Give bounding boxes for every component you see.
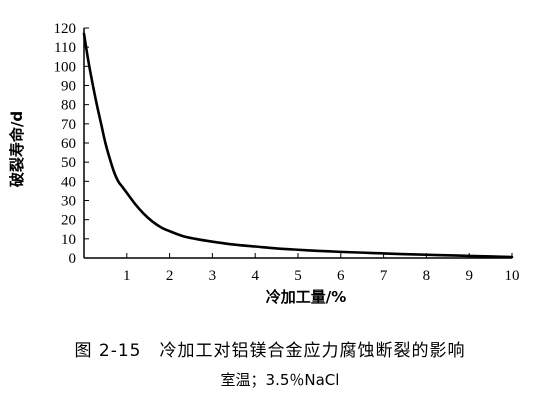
y-tick-label: 110 xyxy=(54,40,76,56)
x-tick-label: 5 xyxy=(294,268,302,284)
x-tick-label: 1 xyxy=(123,268,131,284)
y-tick-label: 50 xyxy=(61,155,76,171)
series-line xyxy=(82,32,514,259)
x-axis-title: 冷加工量/% xyxy=(266,288,347,306)
y-tick-label: 60 xyxy=(61,136,76,152)
y-axis-title: 破裂寿命/d xyxy=(8,111,26,187)
x-tick-label: 9 xyxy=(465,268,473,284)
x-axis-ticks: 1 2 3 4 5 6 7 8 9 10 xyxy=(123,253,520,284)
y-tick-label: 40 xyxy=(61,174,76,190)
x-tick-label: 6 xyxy=(337,268,345,284)
figure-caption: 图 2-15 冷加工对铝镁合金应力腐蚀断裂的影响 xyxy=(74,341,466,361)
y-tick-label: 0 xyxy=(69,251,77,267)
x-tick-label: 2 xyxy=(166,268,174,284)
y-tick-label: 90 xyxy=(61,79,76,95)
y-tick-label: 100 xyxy=(54,59,77,75)
x-tick-label: 3 xyxy=(209,268,217,284)
chart: 0 10 20 30 40 50 60 70 80 90 100 110 120 1 2 3 4 5 6 7 8 9 10… xyxy=(8,21,520,306)
y-axis-ticks: 0 10 20 30 40 50 60 70 80 90 100 110 120 xyxy=(54,21,89,267)
y-tick-label: 70 xyxy=(61,117,76,133)
figure-condition: 室温；3.5％NaCl xyxy=(220,371,340,389)
y-tick-label: 120 xyxy=(54,21,77,37)
y-tick-label: 20 xyxy=(61,213,76,229)
y-tick-label: 80 xyxy=(61,98,76,114)
y-tick-label: 30 xyxy=(61,194,76,210)
x-tick-label: 8 xyxy=(423,268,431,284)
x-tick-label: 10 xyxy=(505,268,520,284)
x-tick-label: 7 xyxy=(380,268,388,284)
x-tick-label: 4 xyxy=(251,268,259,284)
y-tick-label: 10 xyxy=(61,232,76,248)
